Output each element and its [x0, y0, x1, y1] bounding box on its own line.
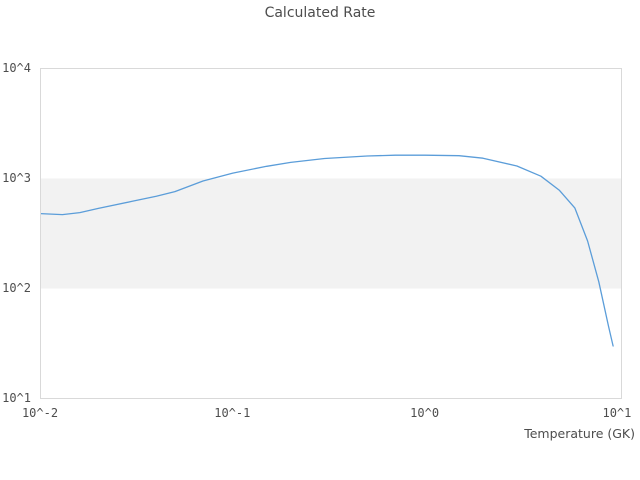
x-tick-label: 10^1 [602, 406, 632, 420]
x-tick-label: 10^0 [410, 406, 440, 420]
plot-border [40, 68, 622, 399]
chart-title: Calculated Rate [264, 5, 376, 21]
y-tick-label: 10^3 [2, 171, 31, 185]
x-axis-title: Temperature (GK) [524, 426, 635, 441]
x-tick-label: 10^-1 [214, 406, 251, 420]
y-tick-label: 10^4 [2, 61, 31, 75]
y-tick-label: 10^1 [2, 391, 31, 405]
rate-line-series [40, 154, 614, 347]
plot-svg [40, 68, 622, 399]
highlight-band [41, 178, 621, 289]
x-tick-label: 10^-2 [21, 406, 59, 420]
y-tick-label: 10^2 [2, 281, 31, 295]
